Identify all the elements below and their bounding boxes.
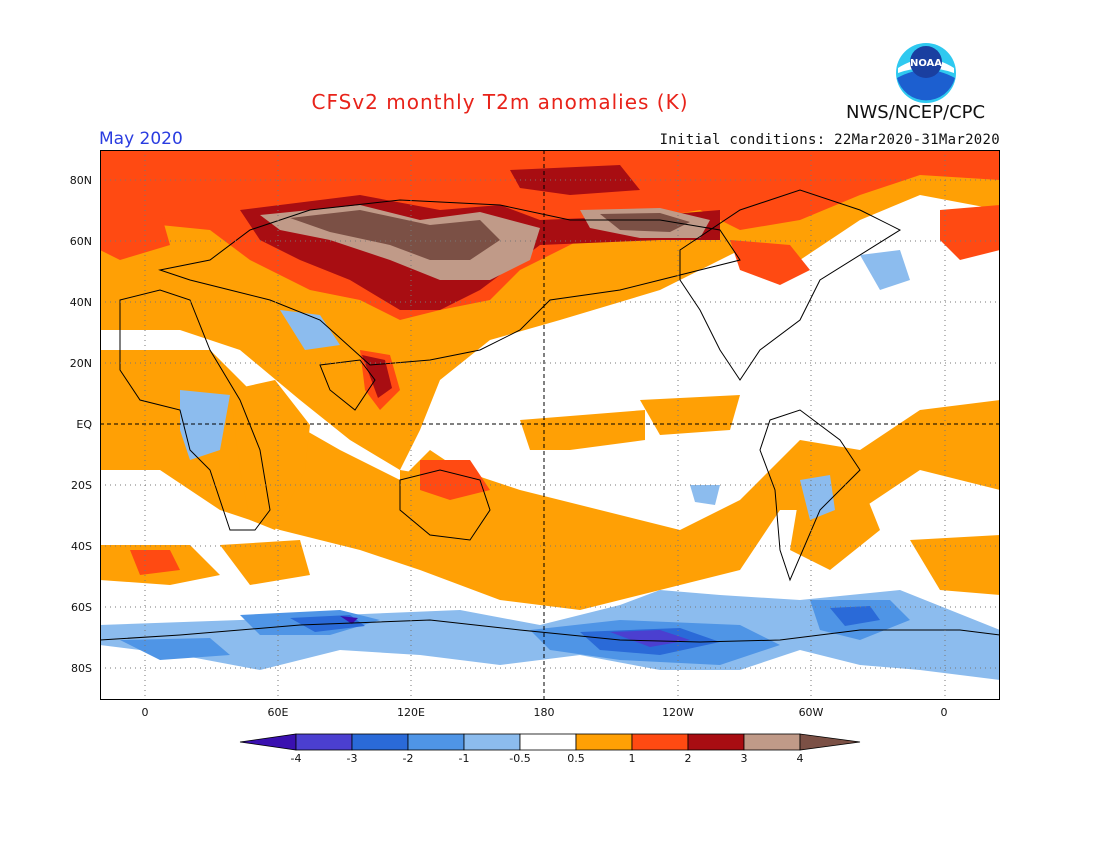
colorbar-label: 3 <box>740 752 748 765</box>
color-bar <box>239 733 861 751</box>
lat-label: 60S <box>71 601 92 614</box>
colorbar-label: 1 <box>628 752 636 765</box>
colorbar-segment <box>295 733 353 751</box>
lat-label: 20S <box>71 479 92 492</box>
colorbar-segment <box>799 733 861 751</box>
initial-conditions-label: Initial conditions: 22Mar2020-31Mar2020 <box>659 132 1000 148</box>
colorbar-segment <box>631 733 689 751</box>
colorbar-label: -4 <box>290 752 302 765</box>
lat-label: EQ <box>76 418 92 431</box>
lon-label: 120W <box>662 706 694 719</box>
colorbar-segment <box>575 733 633 751</box>
lat-label: 20N <box>69 357 92 370</box>
lat-label: 40S <box>71 540 92 553</box>
noaa-logo-text: NOAA <box>910 58 942 69</box>
valid-month-label: May 2020 <box>99 129 183 149</box>
lon-label: 60E <box>267 706 289 719</box>
colorbar-label: -0.5 <box>509 752 531 765</box>
noaa-logo: NOAA <box>896 43 956 103</box>
anomaly-map <box>100 150 1000 700</box>
colorbar-segment <box>239 733 297 751</box>
map-frame <box>100 150 1000 700</box>
lon-label: 180 <box>533 706 555 719</box>
colorbar-label: -1 <box>458 752 470 765</box>
agency-label: NWS/NCEP/CPC <box>846 102 986 123</box>
lat-label: 40N <box>69 296 92 309</box>
map-title: CFSv2 monthly T2m anomalies (K) <box>311 90 689 114</box>
colorbar-segment <box>351 733 409 751</box>
colorbar-label: -3 <box>346 752 358 765</box>
lon-label: 0 <box>940 706 948 719</box>
reference-lines <box>100 150 1000 700</box>
graticule <box>100 150 1000 700</box>
lat-label: 60N <box>69 235 92 248</box>
colorbar-segment <box>463 733 521 751</box>
lon-label: 120E <box>397 706 425 719</box>
coastlines <box>100 189 1000 643</box>
colorbar-segment <box>743 733 801 751</box>
colorbar-label: -2 <box>402 752 414 765</box>
lon-label: 0 <box>141 706 149 719</box>
lat-label: 80S <box>71 662 92 675</box>
colorbar-label: 4 <box>796 752 804 765</box>
lat-label: 80N <box>69 174 92 187</box>
colorbar-label: 0.5 <box>567 752 585 765</box>
colorbar-segment <box>407 733 465 751</box>
colorbar-label: 2 <box>684 752 692 765</box>
colorbar-segment <box>687 733 745 751</box>
lon-label: 60W <box>798 706 824 719</box>
colorbar-segment <box>519 733 577 751</box>
